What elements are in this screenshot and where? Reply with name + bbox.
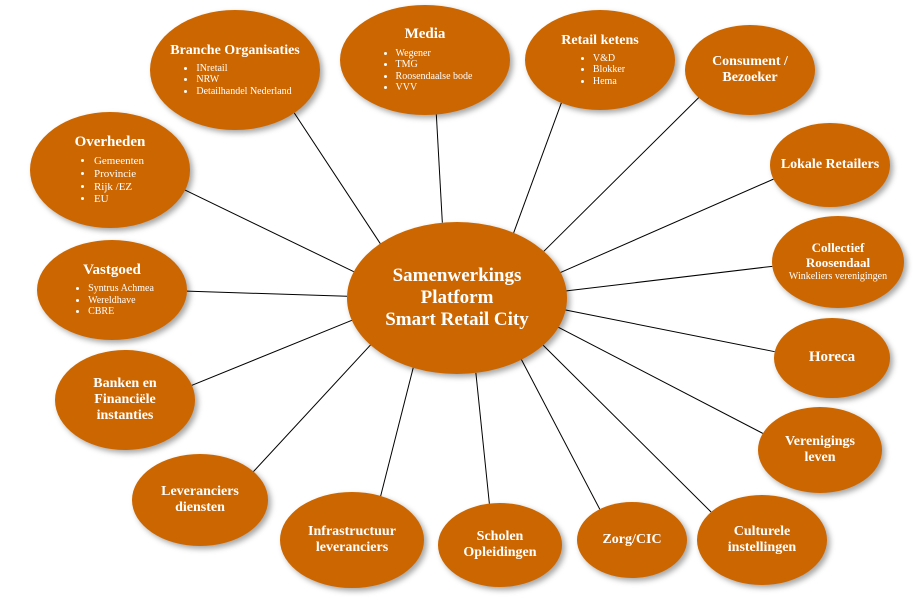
node-title: Horeca <box>809 349 855 366</box>
center-title-line: Smart Retail City <box>385 309 529 331</box>
node-bullet: Provincie <box>94 168 144 181</box>
edge-culturele <box>543 345 711 512</box>
node-bullet: Gemeenten <box>94 155 144 168</box>
node-scholen: Scholen Opleidingen <box>438 503 562 587</box>
node-title: Retail ketens <box>561 33 638 49</box>
edge-vereniging <box>558 327 762 433</box>
node-media: Media WegenerTMGRoosendaalse bodeVVV <box>340 5 510 115</box>
node-overheden: Overheden GemeentenProvincieRijk /EZEU <box>30 112 190 228</box>
edge-lokale <box>561 179 774 272</box>
edge-retailk <box>514 103 562 233</box>
node-title: Infrastructuur leveranciers <box>290 524 414 556</box>
node-bullet: EU <box>94 193 144 206</box>
node-bullet: Syntrus Achmea <box>88 283 154 295</box>
diagram-stage: SamenwerkingsPlatformSmart Retail CityBr… <box>0 0 915 597</box>
center-title-line: Platform <box>421 287 494 309</box>
node-bullets: INretailNRWDetailhandel Nederland <box>178 63 291 98</box>
node-bullets: WegenerTMGRoosendaalse bodeVVV <box>378 48 473 94</box>
node-bullets: V&DBlokkerHema <box>575 53 625 88</box>
node-culturele: Culturele instellingen <box>697 495 827 585</box>
node-infra: Infrastructuur leveranciers <box>280 492 424 588</box>
node-title: Scholen Opleidingen <box>448 529 552 561</box>
node-lokale: Lokale Retailers <box>770 123 890 207</box>
center-title-line: Samenwerkings <box>393 265 522 287</box>
node-bullet: TMG <box>396 59 473 71</box>
node-vastgoed: Vastgoed Syntrus AchmeaWereldhaveCBRE <box>37 240 187 340</box>
node-bullet: INretail <box>196 63 291 75</box>
node-title: Branche Organisaties <box>170 43 300 59</box>
node-title: Collectief Roosendaal <box>782 241 894 271</box>
node-bullet: Wegener <box>396 48 473 60</box>
node-bullet: V&D <box>593 53 625 65</box>
node-title: Zorg/CIC <box>602 532 661 548</box>
node-bullets: Syntrus AchmeaWereldhaveCBRE <box>70 283 154 318</box>
node-retailk: Retail ketens V&DBlokkerHema <box>525 10 675 110</box>
node-title: Banken en Financiële instanties <box>65 376 185 424</box>
node-zorg: Zorg/CIC <box>577 502 687 578</box>
edge-overheden <box>185 190 354 272</box>
node-bullet: Hema <box>593 76 625 88</box>
edge-zorg <box>521 360 599 510</box>
node-bullet: Roosendaalse bode <box>396 71 473 83</box>
node-title: Lokale Retailers <box>781 157 879 173</box>
node-title: Media <box>405 26 446 43</box>
node-bullet: Wereldhave <box>88 295 154 307</box>
edge-branche <box>294 113 380 244</box>
node-title: Culturele instellingen <box>707 524 817 556</box>
node-bullet: CBRE <box>88 306 154 318</box>
edge-levdienst <box>253 345 370 472</box>
node-title: Vastgoed <box>83 262 141 279</box>
node-title: Leveranciers diensten <box>142 484 258 516</box>
edge-banken <box>192 320 352 385</box>
node-subtitle: Winkeliers verenigingen <box>789 271 887 283</box>
node-banken: Banken en Financiële instanties <box>55 350 195 450</box>
node-bullet: Detailhandel Nederland <box>196 86 291 98</box>
node-levdienst: Leveranciers diensten <box>132 454 268 546</box>
edge-collectief <box>567 266 773 291</box>
node-bullet: VVV <box>396 82 473 94</box>
edge-infra <box>381 368 414 496</box>
node-collectief: Collectief RoosendaalWinkeliers verenigi… <box>772 216 904 308</box>
node-bullet: Rijk /EZ <box>94 181 144 194</box>
node-vereniging: Verenigings leven <box>758 407 882 493</box>
node-horeca: Horeca <box>774 318 890 398</box>
edge-vastgoed <box>187 291 347 296</box>
edge-consument <box>544 98 699 252</box>
node-bullet: NRW <box>196 74 291 86</box>
node-title: Verenigings leven <box>768 434 872 466</box>
edge-scholen <box>476 373 490 504</box>
node-center: SamenwerkingsPlatformSmart Retail City <box>347 222 567 374</box>
node-bullet: Blokker <box>593 64 625 76</box>
node-consument: Consument / Bezoeker <box>685 25 815 115</box>
node-title: Consument / Bezoeker <box>695 54 805 86</box>
edge-media <box>436 115 442 223</box>
node-title: Overheden <box>75 134 146 151</box>
node-bullets: GemeentenProvincieRijk /EZEU <box>76 155 144 206</box>
edge-horeca <box>566 310 775 352</box>
node-branche: Branche Organisaties INretailNRWDetailhan… <box>150 10 320 130</box>
